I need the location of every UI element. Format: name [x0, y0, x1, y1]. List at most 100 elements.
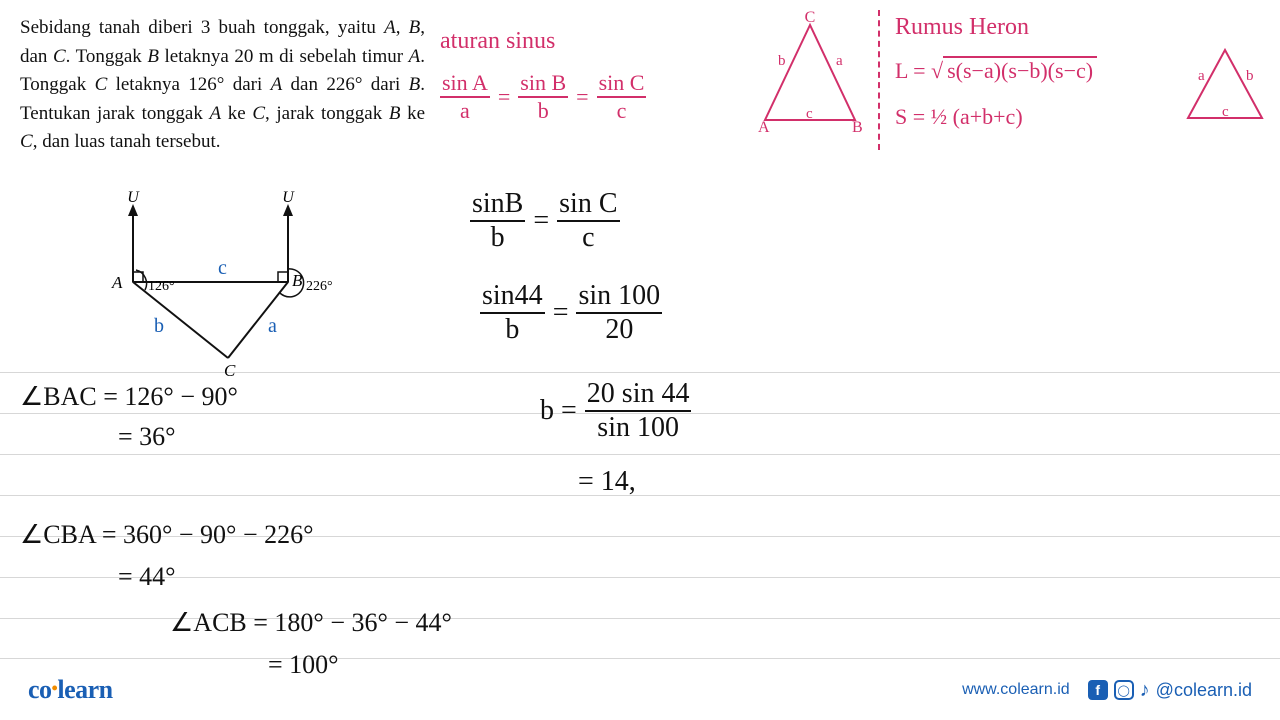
p-Aa3: A [210, 103, 222, 124]
bac-line1: ∠BAC = 126° − 90° [20, 382, 238, 412]
d-b: b [154, 315, 164, 337]
problem-diagram: U U A B C 126° 226° c b a [88, 190, 368, 380]
d-U1: U [127, 190, 140, 206]
logo-co: co [28, 675, 52, 704]
e1eq: = [533, 205, 549, 237]
p-Aa: A [409, 46, 421, 67]
p-p8: ke [221, 103, 252, 124]
p-p9: , jarak tonggak [265, 103, 389, 124]
heron-Lvar: L [895, 58, 908, 83]
logo-learn: learn [57, 675, 112, 704]
e2rd: 20 [603, 316, 635, 344]
e1ld: b [489, 224, 507, 252]
p-p3: letaknya 20 m di sebelah timur [159, 46, 409, 67]
instagram-icon: ◯ [1114, 680, 1134, 700]
t1-b: b [778, 53, 786, 69]
cba-line1: ∠CBA = 360° − 90° − 226° [20, 520, 314, 550]
eq-sin44-sin100: sin44 b = sin 100 20 [480, 282, 662, 344]
t2-c: c [1222, 104, 1229, 120]
eq-sinb-sinc: sinB b = sin C c [470, 190, 620, 252]
t1-C: C [805, 10, 816, 26]
triangle-abc2-icon: a b c [1180, 40, 1270, 130]
footer: co•learn www.colearn.id f ◯ ♪ @colearn.i… [0, 660, 1280, 720]
d-ang2: 226° [306, 279, 333, 294]
p-comma1: , [396, 17, 409, 38]
e3l: b = [540, 395, 577, 427]
p-p10: ke [400, 103, 425, 124]
footer-url: www.colearn.id [962, 681, 1070, 699]
t1-B: B [852, 119, 863, 136]
social-icons: f ◯ ♪ @colearn.id [1088, 679, 1252, 702]
a: a [458, 100, 472, 122]
problem-B: B [409, 17, 421, 38]
problem-A: A [384, 17, 396, 38]
eq-2: = [576, 84, 588, 110]
t1-A: A [758, 119, 770, 136]
colearn-logo: co•learn [28, 675, 113, 705]
heron-eq: = √ [908, 58, 943, 83]
triangle-abc-icon: C A B b a c [750, 10, 870, 140]
e1rd: c [580, 224, 596, 252]
p-Cc: C [95, 74, 108, 95]
sinA: sin A [440, 72, 490, 94]
t2-a: a [1198, 68, 1205, 84]
b: b [536, 100, 551, 122]
formula-region: aturan sinus sin A a = sin B b = sin C c C … [440, 10, 1272, 160]
eq-b-result: b = 20 sin 44 sin 100 [540, 380, 691, 442]
t2-b: b [1246, 68, 1254, 84]
e2eq: = [553, 297, 569, 329]
p-Bb3: B [389, 103, 401, 124]
p-p5: letaknya 126° dari [107, 74, 270, 95]
d-U2: U [282, 190, 295, 206]
logo-dot-icon: • [52, 678, 58, 699]
footer-right: www.colearn.id f ◯ ♪ @colearn.id [962, 679, 1252, 702]
p-Cc2: C [252, 103, 265, 124]
tiktok-icon: ♪ [1140, 679, 1150, 702]
d-A: A [111, 273, 123, 292]
p-p6: dan 226° dari [282, 74, 408, 95]
heron-half: ½ [931, 104, 948, 129]
eq-b-14: = 14, [578, 466, 636, 498]
heron-S: S = ½ (a+b+c) [895, 104, 1023, 130]
acb-line1: ∠ACB = 180° − 36° − 44° [170, 608, 452, 638]
heron-title: Rumus Heron [895, 14, 1029, 41]
e1ln: sinB [470, 190, 525, 218]
eq-1: = [498, 84, 510, 110]
bac-line2: = 36° [118, 422, 176, 452]
p-p11: , dan luas tanah tersebut. [33, 131, 221, 152]
t1-a: a [836, 53, 843, 69]
p-Cc3: C [20, 131, 33, 152]
p-Bb2: B [409, 74, 421, 95]
d-a: a [268, 315, 277, 337]
problem-C: C [53, 46, 66, 67]
problem-p1: Sebidang tanah diberi 3 buah tonggak, ya… [20, 17, 384, 38]
heron-abc: (a+b+c) [947, 104, 1023, 129]
heron-Seq: S = [895, 104, 931, 129]
e3rn: 20 sin 44 [585, 380, 692, 408]
sinB: sin B [518, 72, 568, 94]
cba-line2: = 44° [118, 562, 176, 592]
aturan-sinus-label: aturan sinus [440, 28, 555, 55]
p-p2: . Tonggak [66, 46, 148, 67]
heron-L: L = √s(s−a)(s−b)(s−c) [895, 58, 1097, 84]
facebook-icon: f [1088, 680, 1108, 700]
p-Aa2: A [271, 74, 283, 95]
footer-handle: @colearn.id [1156, 680, 1252, 701]
heron-root: s(s−a)(s−b)(s−c) [943, 56, 1097, 83]
d-ang1: 126° [148, 279, 175, 294]
p-Bb: B [147, 46, 159, 67]
t1-c: c [806, 106, 813, 122]
d-B: B [292, 271, 303, 290]
sinC: sin C [597, 72, 647, 94]
sine-rule-formula: sin A a = sin B b = sin C c [440, 72, 646, 122]
d-C: C [224, 361, 236, 380]
vertical-divider [878, 10, 880, 150]
e2ld: b [503, 316, 521, 344]
d-c: c [218, 257, 227, 279]
c: c [615, 100, 629, 122]
e3rd: sin 100 [595, 414, 681, 442]
e2ln: sin44 [480, 282, 545, 310]
e1rn: sin C [557, 190, 619, 218]
e2rn: sin 100 [576, 282, 662, 310]
problem-text: Sebidang tanah diberi 3 buah tonggak, ya… [20, 14, 425, 157]
